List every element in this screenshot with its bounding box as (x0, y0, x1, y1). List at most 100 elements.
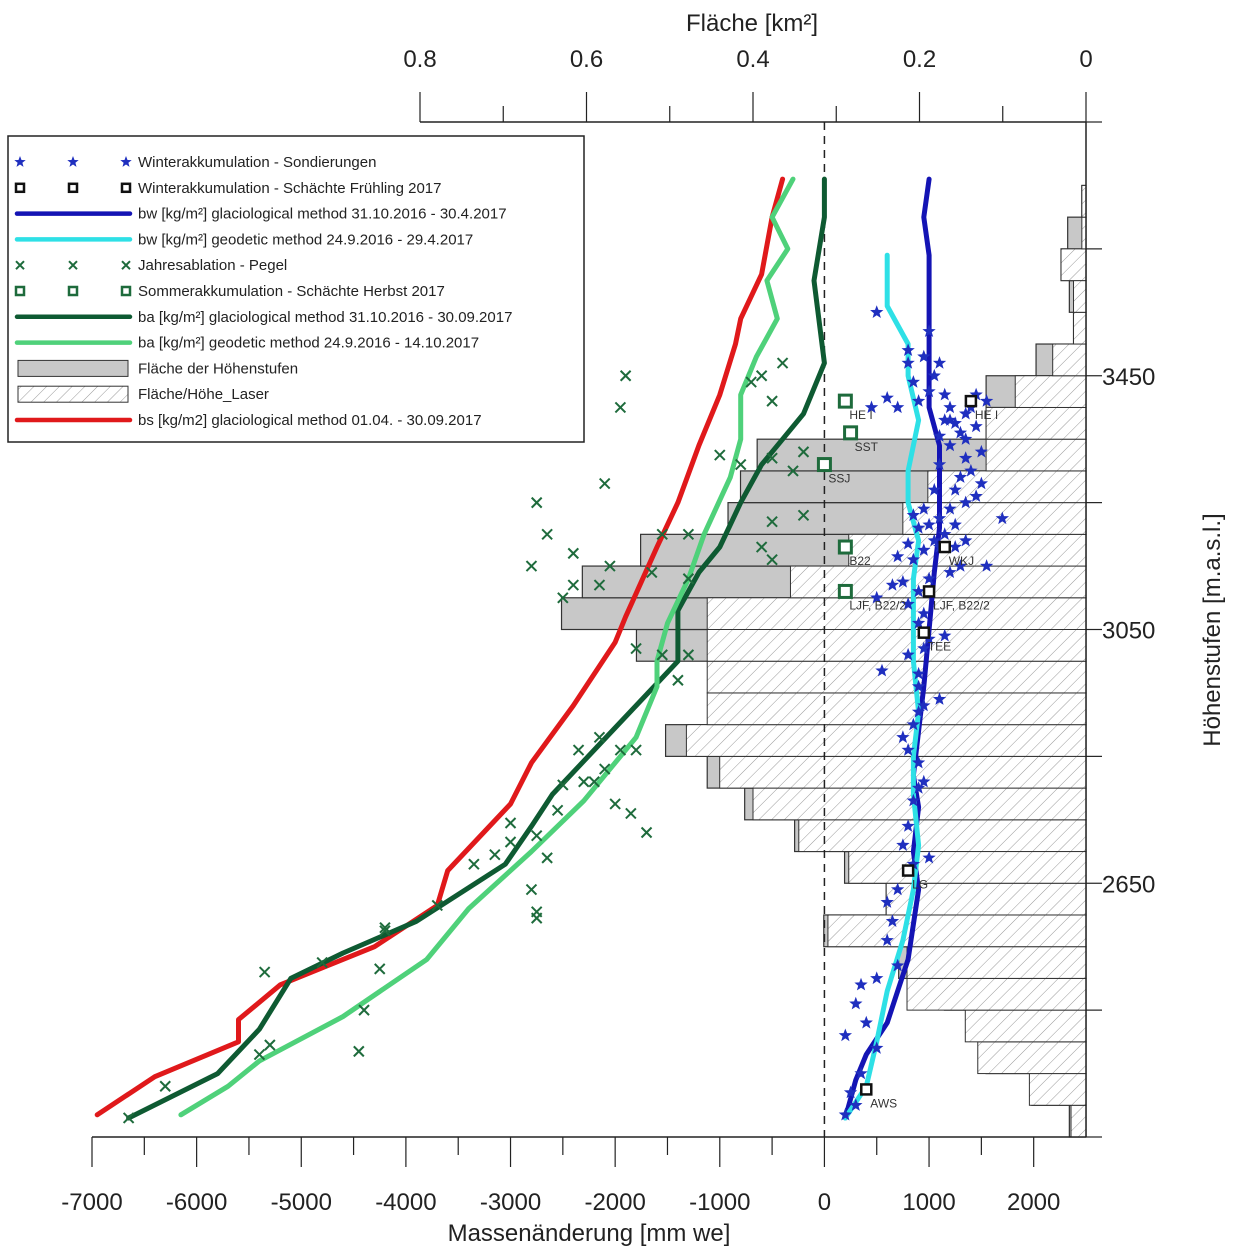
stake-point (541, 528, 553, 541)
stake-point (797, 446, 810, 458)
y-right-axis-title: Höhenstufen [m.a.s.l.] (1199, 513, 1226, 746)
sounding-point (870, 590, 884, 604)
sounding-point (911, 616, 926, 629)
stake-point (614, 401, 627, 414)
sounding-point (922, 324, 936, 337)
sounding-point (922, 850, 936, 864)
sounding-point (896, 730, 910, 743)
area-bar-laser (706, 597, 1087, 630)
legend-x-symbol (121, 260, 131, 270)
sounding-point (849, 1098, 863, 1111)
stake-point (630, 744, 642, 756)
sounding-point (948, 482, 962, 496)
sounding-point (901, 356, 915, 369)
sounding-point (838, 1107, 852, 1121)
autumn-pit-marker (816, 457, 832, 473)
legend-x-symbol (15, 260, 25, 270)
autumn-pit-label: LJF, B22/2 (849, 598, 906, 612)
area-bar-laser (977, 1041, 1087, 1075)
x-top-tick-label: 0.2 (903, 46, 936, 73)
sounding-point (969, 387, 983, 401)
sounding-point (854, 977, 868, 991)
legend-star-symbol (120, 156, 132, 167)
stake-point (766, 515, 778, 528)
stake-point (672, 674, 684, 686)
stake-point (159, 1080, 171, 1092)
x-bottom-tick-label: 0 (818, 1189, 831, 1216)
stake-point (258, 966, 271, 978)
sounding-point (911, 679, 926, 693)
stake-point (431, 899, 443, 912)
stake-point (567, 579, 580, 591)
spring-pit-marker (917, 626, 931, 639)
stake-point (619, 370, 632, 382)
legend-entry-label: Sommerakkumulation - Schächte Herbst 201… (138, 283, 445, 300)
sounding-point (927, 482, 941, 496)
sounding-point (911, 781, 926, 794)
stake-point (541, 852, 553, 864)
sounding-point (901, 343, 915, 356)
sounding-point (906, 857, 920, 870)
sounding-point (964, 463, 978, 477)
x-bottom-tick-label: -1000 (689, 1189, 750, 1216)
legend-entry-label: Fläche der Höhenstufen (138, 360, 298, 377)
legend-entry: ba [kg/m²] geodetic method 24.9.2016 - 1… (14, 335, 479, 352)
stake-point (504, 817, 517, 829)
sounding-point (974, 476, 988, 490)
sounding-point (885, 914, 900, 927)
stake-point (264, 1039, 276, 1051)
sounding-point (870, 971, 884, 985)
sounding-point (870, 1041, 884, 1054)
sounding-point (922, 384, 936, 398)
sounding-point (979, 394, 994, 407)
sounding-point (906, 508, 920, 521)
area-bar-laser (906, 946, 1087, 979)
x-top-tick-label: 0.8 (403, 46, 436, 73)
sounding-point (943, 400, 957, 414)
area-bar-laser (985, 438, 1087, 472)
sounding-point (891, 958, 905, 972)
sounding-point (849, 996, 863, 1010)
sounding-point (911, 394, 926, 407)
sounding-point (906, 717, 920, 731)
area-bar-laser (706, 629, 1087, 662)
y-right-tick-label: 2650 (1102, 871, 1155, 898)
sounding-point (870, 305, 884, 318)
stake-point (787, 465, 799, 477)
sounding-point (943, 438, 957, 452)
area-bar-laser (902, 502, 1087, 535)
stake-point (735, 458, 747, 471)
point-markers: HE I SST SSJ B22 LJF, B22/2 HE I WKJ LJF, B22/2… (122, 305, 1009, 1124)
area-bar-laser (964, 1009, 1087, 1043)
legend-entry-label: bs [kg/m2] glaciological method 01.04. -… (138, 412, 482, 429)
legend-entry-label: Winterakkumulation - Sondierungen (138, 154, 376, 171)
x-bottom-tick-label: 1000 (902, 1189, 955, 1216)
x-bottom-tick-label: 2000 (1007, 1189, 1060, 1216)
sounding-point (911, 705, 926, 718)
legend-square-symbol (14, 182, 26, 194)
stake-point (593, 731, 606, 744)
legend-entry: ba [kg/m²] glaciological method 31.10.20… (14, 309, 512, 326)
autumn-pit-label: B22 (849, 554, 871, 568)
spring-pit-label: LJF, B22/2 (933, 598, 990, 612)
autumn-pit-label: SST (855, 440, 879, 454)
legend-square-symbol (120, 285, 132, 297)
area-bar-laser (719, 755, 1087, 789)
legend-entry-label: Fläche/Höhe_Laser (138, 386, 269, 403)
legend-entry-label: bw [kg/m²] glaciological method 31.10.20… (138, 206, 507, 223)
legend-x-symbol (68, 260, 78, 270)
stake-point (588, 776, 600, 788)
area-bar-laser (1060, 248, 1087, 282)
sounding-point (938, 387, 952, 401)
sounding-point (917, 641, 931, 655)
sounding-point (959, 533, 973, 547)
spring-pit-marker (901, 864, 915, 877)
stake-point (604, 560, 616, 572)
sounding-point (880, 933, 894, 946)
series-line-bw_geod (842, 252, 922, 1121)
sounding-point (906, 793, 920, 807)
stake-point (682, 528, 695, 541)
stake-point (755, 370, 768, 382)
legend-entry: Winterakkumulation - Sondierungen (14, 154, 376, 171)
series-line-bs (94, 176, 786, 1118)
